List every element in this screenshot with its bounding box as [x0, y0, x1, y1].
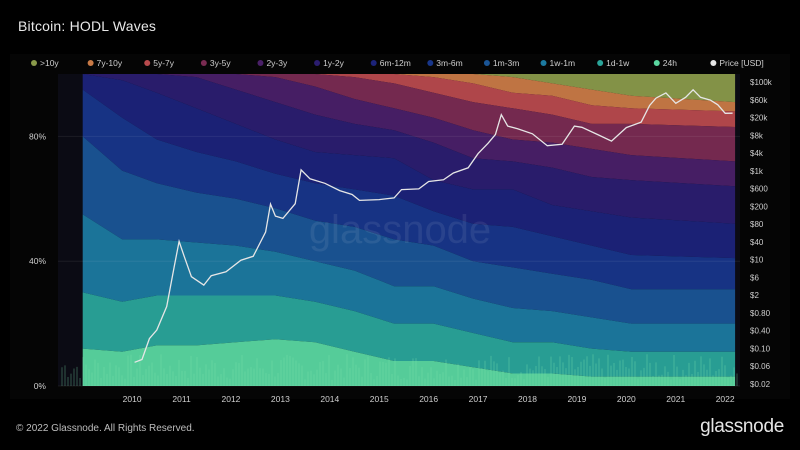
y-right-tick: $4k [750, 149, 764, 158]
legend-label[interactable]: 3m-6m [436, 58, 462, 68]
legend-label[interactable]: >10y [40, 58, 59, 68]
x-tick: 2010 [123, 394, 142, 404]
area-2y-3y [82, 74, 736, 187]
legend-label[interactable]: 1m-3m [493, 58, 519, 68]
y-right-tick: $40 [750, 238, 764, 247]
legend-label[interactable]: 1d-1w [606, 58, 630, 68]
y-right-tick: $20k [750, 114, 768, 123]
y-axis-left: 0% 40% 80% [29, 131, 46, 391]
area-3m-6m [82, 89, 736, 290]
legend-swatch[interactable] [653, 60, 660, 66]
area-5y-7y [82, 74, 736, 127]
legend-swatch[interactable] [200, 60, 207, 66]
legend-swatch[interactable] [31, 60, 37, 66]
x-tick: 2014 [320, 394, 339, 404]
legend-swatch[interactable] [483, 60, 490, 66]
x-tick: 2020 [617, 394, 636, 404]
area-24h [82, 339, 736, 386]
x-tick: 2011 [172, 394, 191, 404]
legend: >10y 7y-10y 5y-7y 3y-5y 2y-3y 1y-2y 6m-12m 3m-6… [31, 58, 764, 68]
y-right-tick: $6 [750, 273, 759, 282]
y-left-tick: 0% [34, 381, 47, 391]
legend-label[interactable]: 6m-12m [380, 58, 411, 68]
y-right-tick: $0.40 [750, 327, 771, 336]
legend-swatch[interactable] [314, 60, 321, 66]
y-right-tick: $60k [750, 96, 768, 105]
x-tick: 2021 [666, 394, 685, 404]
legend-swatch[interactable] [144, 60, 151, 66]
y-right-tick: $2 [750, 291, 759, 300]
x-tick: 2017 [469, 394, 488, 404]
y-left-tick: 80% [29, 131, 46, 141]
y-right-tick: $0.80 [750, 309, 771, 318]
y-right-tick: $100k [750, 78, 773, 87]
x-tick: 2018 [518, 394, 537, 404]
legend-swatch[interactable] [370, 60, 377, 66]
y-right-tick: $8k [750, 131, 764, 140]
legend-label[interactable]: 24h [663, 58, 677, 68]
area->10y [82, 74, 736, 103]
y-right-tick: $0.02 [750, 380, 771, 389]
x-tick: 2022 [716, 394, 735, 404]
x-tick: 2012 [222, 394, 241, 404]
area-1y-2y [82, 74, 736, 224]
price-usd-line [134, 88, 733, 363]
legend-label[interactable]: 2y-3y [266, 58, 288, 68]
copyright-text: © 2022 Glassnode. All Rights Reserved. [16, 423, 195, 434]
legend-label[interactable]: 3y-5y [210, 58, 232, 68]
legend-swatch[interactable] [540, 60, 547, 66]
y-right-tick: $1k [750, 167, 764, 176]
y-right-tick: $10 [750, 256, 764, 265]
x-tick: 2019 [567, 394, 586, 404]
y-right-tick: $0.06 [750, 362, 771, 371]
legend-swatch[interactable] [257, 60, 264, 66]
price-line [134, 88, 733, 363]
legend-label[interactable]: 1w-1m [550, 58, 576, 68]
chart-title: Bitcoin: HODL Waves [18, 18, 157, 34]
y-right-tick: $600 [750, 185, 768, 194]
area-3y-5y [82, 74, 736, 162]
legend-swatch[interactable] [427, 60, 434, 66]
glassnode-logo: glassnode [700, 416, 784, 437]
area-6m-12m [82, 74, 736, 259]
legend-label[interactable]: 1y-2y [323, 58, 345, 68]
stacked-areas [82, 74, 736, 386]
legend-swatch[interactable] [87, 60, 94, 66]
short-term-spikes [61, 354, 738, 386]
y-axis-right: $100k $60k $20k $8k $4k $1k $600 $200 $80 $40 $10 $… [750, 78, 773, 389]
legend-swatch[interactable] [710, 60, 717, 66]
gridlines [58, 135, 740, 387]
x-axis: 2010 2011 2012 2013 2014 2015 2016 2017 2018 2019… [123, 394, 735, 404]
x-tick: 2015 [370, 394, 389, 404]
y-right-tick: $200 [750, 202, 768, 211]
watermark: glassnode [309, 208, 491, 252]
legend-label[interactable]: 5y-7y [153, 58, 175, 68]
legend-label[interactable]: Price [USD] [719, 58, 763, 68]
x-tick: 2016 [419, 394, 438, 404]
area-1w-1m [82, 214, 736, 352]
area-7y-10y [82, 74, 736, 112]
legend-swatch[interactable] [597, 60, 604, 66]
y-right-tick: $0.10 [750, 344, 771, 353]
area-1m-3m [82, 136, 736, 324]
x-tick: 2013 [271, 394, 290, 404]
area-1d-1w [82, 292, 736, 377]
y-left-tick: 40% [29, 256, 46, 266]
y-right-tick: $80 [750, 220, 764, 229]
legend-label[interactable]: 7y-10y [97, 58, 123, 68]
